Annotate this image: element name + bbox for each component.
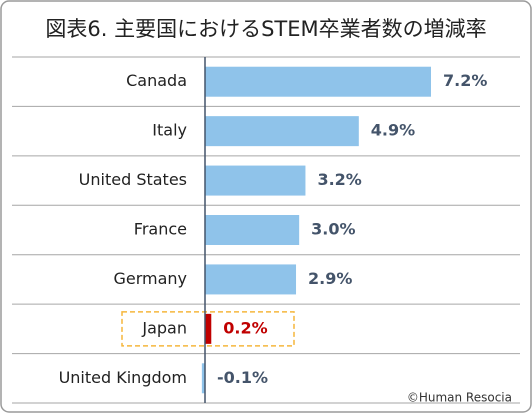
highlight-box (121, 311, 295, 347)
category-label: Japan (141, 318, 187, 337)
category-label: United Kingdom (59, 368, 187, 387)
chart-title: 図表6. 主要国におけるSTEM卒業者数の増減率 (45, 17, 486, 41)
category-label: United States (79, 170, 187, 189)
category-label: Italy (152, 121, 187, 140)
bar (205, 165, 306, 196)
bar (205, 66, 431, 97)
value-label: 3.2% (317, 170, 361, 189)
bar (205, 215, 300, 245)
category-label: Canada (126, 71, 187, 90)
bar (205, 116, 359, 147)
bar (201, 363, 205, 394)
value-label: -0.1% (217, 368, 268, 387)
bar (205, 313, 212, 344)
value-label: 4.9% (371, 121, 415, 140)
category-label: Germany (113, 269, 187, 288)
value-label: 7.2% (443, 71, 487, 90)
value-label: 0.2% (223, 318, 267, 337)
source: ©Human Resocia (407, 391, 512, 405)
bar (205, 264, 297, 295)
value-label: 3.0% (311, 220, 355, 239)
value-label: 2.9% (308, 269, 352, 288)
category-label: France (134, 220, 187, 239)
